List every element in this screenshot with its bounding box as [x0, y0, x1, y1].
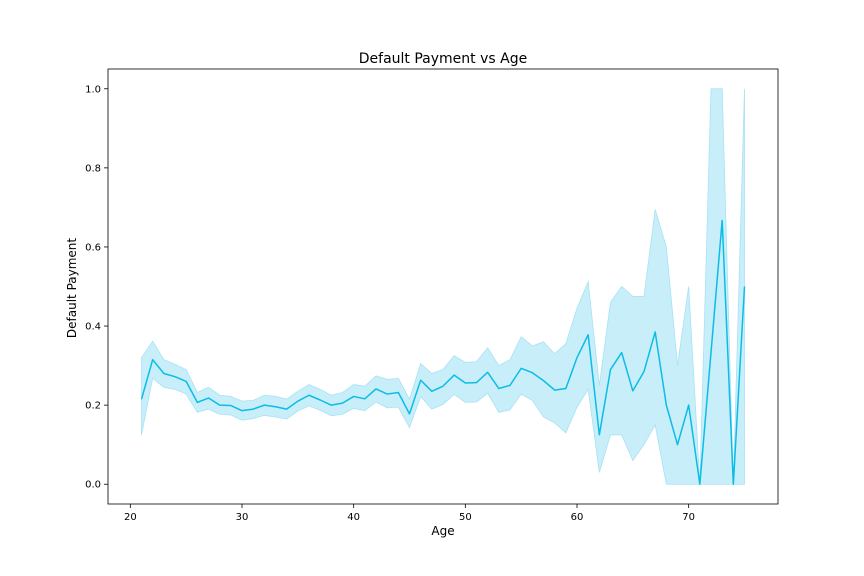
- y-tick-label: 0.2: [85, 401, 101, 412]
- x-tick-label: 70: [682, 512, 695, 523]
- y-tick-label: 0.6: [85, 242, 101, 253]
- y-tick-label: 1.0: [85, 84, 101, 95]
- x-tick-label: 40: [347, 512, 360, 523]
- chart-title: Default Payment vs Age: [359, 51, 527, 67]
- x-tick-label: 60: [571, 512, 584, 523]
- axes: 20 30 40 50 60 70 0.0 0.2 0.4 0.6 0.8 1.0: [85, 68, 779, 523]
- confidence-band-layer: [141, 88, 745, 485]
- plot-frame: [107, 68, 779, 505]
- x-tick-label: 20: [124, 512, 137, 523]
- y-axis-label: Default Payment: [65, 238, 79, 338]
- x-axis-label: Age: [431, 524, 454, 538]
- y-tick-label: 0.8: [85, 163, 101, 174]
- x-tick-label: 30: [236, 512, 249, 523]
- confidence-band: [141, 88, 745, 485]
- y-tick-label: 0.4: [85, 322, 101, 333]
- y-tick-label: 0.0: [85, 480, 101, 491]
- series-line-layer: [140, 219, 746, 485]
- x-tick-label: 50: [459, 512, 472, 523]
